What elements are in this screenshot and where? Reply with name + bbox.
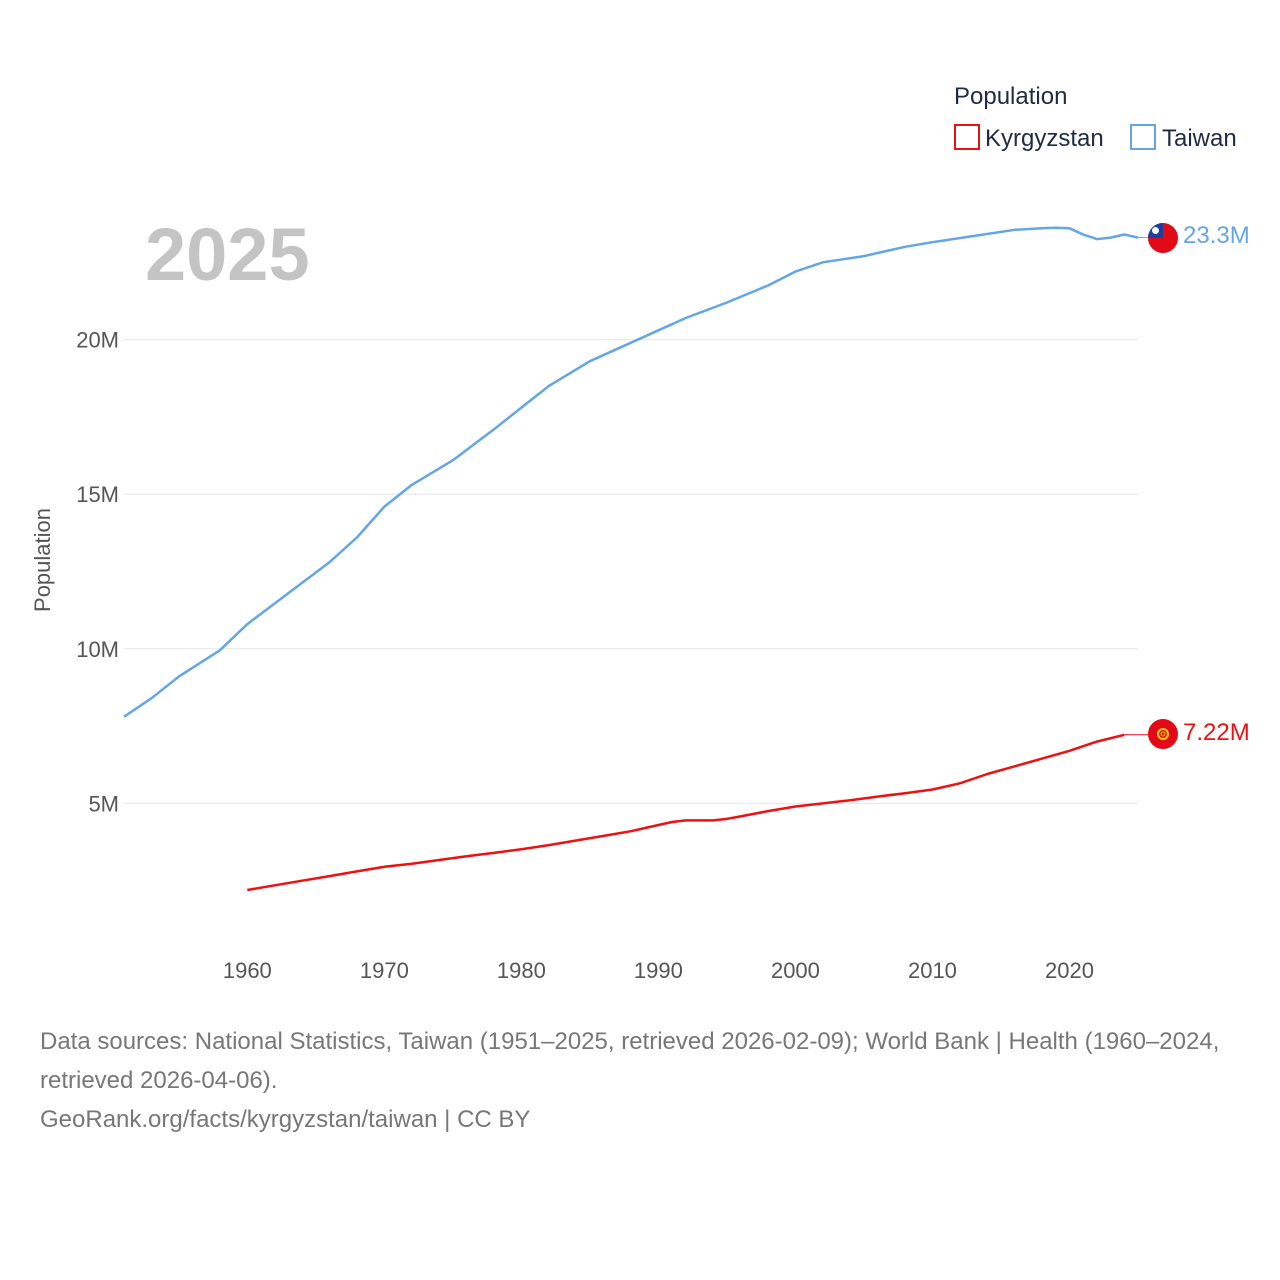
series-lines bbox=[123, 226, 1148, 892]
legend-swatch-taiwan[interactable] bbox=[1130, 124, 1156, 150]
x-tick-label: 1980 bbox=[497, 958, 546, 983]
kyrgyzstan-end-value-label: 7.22M bbox=[1183, 719, 1250, 746]
x-tick-label: 2010 bbox=[908, 958, 957, 983]
legend-label-kyrgyzstan[interactable]: Kyrgyzstan bbox=[985, 125, 1104, 152]
legend: Population Kyrgyzstan Taiwan bbox=[954, 83, 1237, 152]
y-axis-ticks: 5M 10M 15M 20M bbox=[76, 328, 119, 817]
credit-link[interactable]: GeoRank.org/facts/kyrgyzstan/taiwan | CC… bbox=[40, 1106, 531, 1133]
y-axis-title: Population bbox=[30, 508, 55, 612]
kyrgyzstan-flag-icon bbox=[1148, 719, 1178, 749]
y-tick-label: 15M bbox=[76, 482, 119, 507]
taiwan-flag-icon bbox=[1148, 223, 1178, 253]
y-tick-label: 5M bbox=[88, 791, 119, 816]
y-tick-label: 10M bbox=[76, 637, 119, 662]
x-tick-label: 2020 bbox=[1045, 958, 1094, 983]
legend-label-taiwan[interactable]: Taiwan bbox=[1162, 125, 1237, 152]
series-line-taiwan[interactable] bbox=[123, 226, 1139, 718]
legend-title: Population bbox=[954, 83, 1067, 110]
x-axis-ticks: 1960 1970 1980 1990 2000 2010 2020 bbox=[223, 958, 1094, 983]
x-tick-label: 2000 bbox=[771, 958, 820, 983]
year-label: 2025 bbox=[145, 213, 310, 296]
series-line-kyrgyzstan[interactable] bbox=[247, 733, 1125, 892]
data-sources-text: Data sources: National Statistics, Taiwa… bbox=[40, 1028, 1220, 1094]
x-tick-label: 1970 bbox=[360, 958, 409, 983]
gridlines bbox=[124, 339, 1138, 804]
population-line-chart: 5M 10M 15M 20M 1960 1970 1980 1990 2000 2010 2020… bbox=[30, 83, 1250, 983]
chart-footer: Data sources: National Statistics, Taiwa… bbox=[40, 1022, 1250, 1139]
x-tick-label: 1960 bbox=[223, 958, 272, 983]
legend-swatch-kyrgyzstan[interactable] bbox=[954, 124, 980, 150]
taiwan-end-value-label: 23.3M bbox=[1183, 222, 1250, 249]
y-tick-label: 20M bbox=[76, 328, 119, 353]
end-markers: 23.3M 7.22M bbox=[1148, 222, 1250, 749]
x-tick-label: 1990 bbox=[634, 958, 683, 983]
